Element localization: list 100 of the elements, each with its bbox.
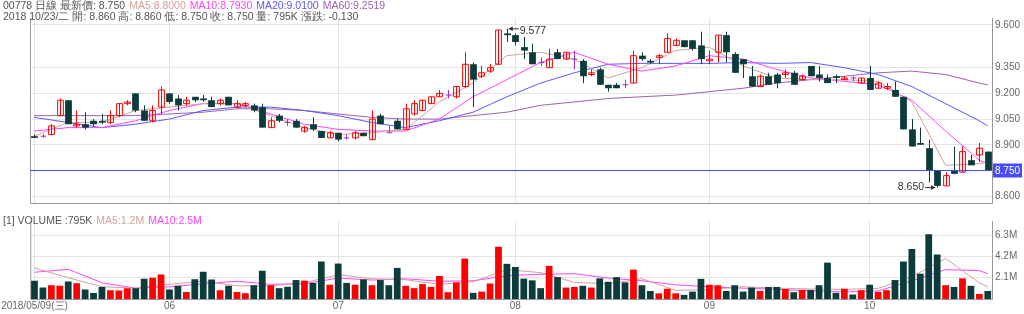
bar [123,288,131,299]
bar [579,285,587,299]
candlestick [495,29,502,65]
bar [975,293,983,299]
bar [402,285,410,299]
bar [587,287,595,299]
y-tick-label: 9.050 [995,112,1021,124]
chart-title: 00778 日線 最新價: 8.750 [3,0,126,11]
x-tick-label: 2018/05/09(三) [1,299,68,311]
y-tick-label: 9.600 [995,18,1021,30]
candlestick [453,86,460,100]
bar [410,288,418,299]
bar [166,289,173,299]
bar [216,290,224,299]
bar [132,288,140,299]
candlestick [926,139,933,183]
candlestick [546,48,553,69]
text: MA5:1.2M [96,214,145,226]
bar [225,285,232,299]
bar [31,280,38,299]
y-tick-label: 8.900 [995,138,1021,150]
bar [182,291,190,299]
bar [258,270,266,299]
bar [630,269,637,299]
bar [571,286,578,299]
bar [984,290,992,299]
bar [689,291,696,299]
bar [242,293,249,299]
bar [554,277,561,299]
candlestick [268,116,275,129]
candlestick [521,36,528,60]
y-tick-label: 6.3M [995,228,1018,240]
x-tick-label: 10 [864,299,876,311]
bar [250,285,258,299]
bar [781,288,789,299]
bar [655,293,663,299]
bar [857,290,865,299]
bar [317,261,325,299]
text: MA10:8.7930 [189,0,253,11]
ref-line-label: 8.750 [995,164,1021,176]
bar [849,294,857,299]
bar [840,288,848,299]
chart-title: [1] VOLUME :795K [3,214,93,226]
candlestick [959,145,966,173]
text: MA5:8.8000 [129,0,186,11]
y-tick-label: 4.2M [995,250,1018,262]
bar [495,246,502,299]
bar [621,282,629,299]
text: MA20:9.0100 [256,0,319,11]
text: MA10:2.5M [148,214,202,226]
bar [301,280,308,299]
annotation: 9.577 [519,23,547,36]
candlestick [158,86,165,115]
bar [478,291,485,299]
bar [824,262,831,299]
bar [807,289,814,299]
candlestick [698,31,705,65]
x-tick-label: 07 [332,299,345,311]
candlestick [664,32,671,53]
bar [90,293,97,299]
candlestick [462,51,469,89]
x-tick-label: 08 [509,299,522,311]
text: MA60:9.2519 [322,0,386,11]
bar [149,277,156,299]
bar [469,292,477,299]
x-tick-label: 06 [163,299,176,311]
bar [64,281,72,299]
bar [942,285,949,299]
bar [790,292,798,299]
y-tick-label: 9.200 [995,87,1021,99]
bar [815,285,823,299]
candlestick [867,65,874,91]
candlestick [571,50,578,70]
bar [798,289,806,299]
bar [191,279,199,299]
bar [959,278,966,299]
bar [73,283,81,299]
y-tick-label: 2.1M [995,271,1018,283]
bar [360,279,367,299]
y-tick-label: 8.600 [995,189,1021,201]
candlestick [723,31,730,64]
bar [393,267,401,299]
annotation: 8.650 [897,180,925,193]
bar [765,286,772,299]
candlestick [580,58,587,84]
x-tick-label: 09 [703,299,716,311]
bar [866,284,874,299]
bar [596,278,604,299]
bar [267,285,275,299]
candlestick [715,34,722,64]
candlestick [976,142,983,163]
bar [140,278,148,299]
bar [883,290,890,299]
y-tick-label: 9.350 [995,61,1021,73]
bar [638,285,646,299]
bar [326,284,334,299]
candlestick [630,50,637,84]
bar [419,284,426,299]
candlestick [749,65,756,88]
bar [933,254,941,299]
